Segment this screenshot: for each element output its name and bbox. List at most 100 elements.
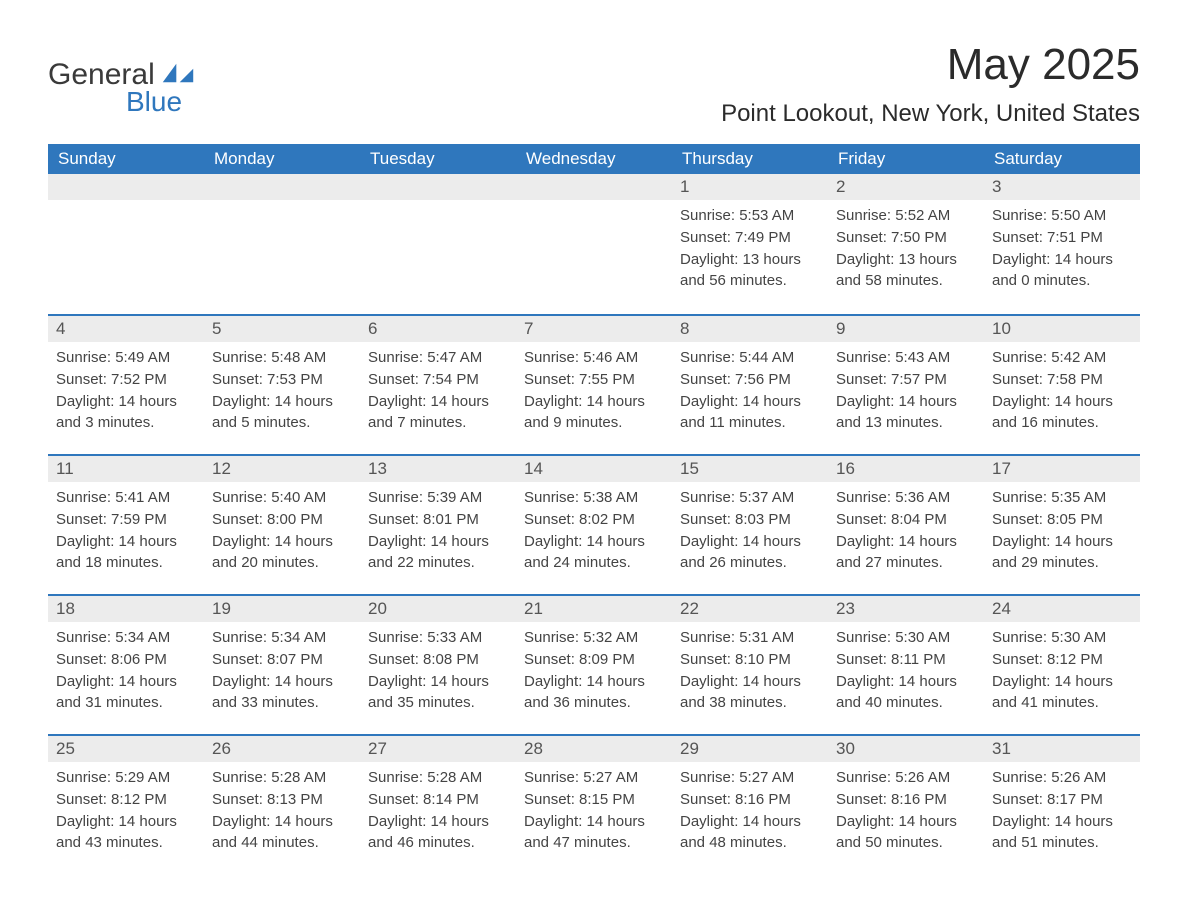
day-number: 28 [516,736,672,762]
calendar-day: 1Sunrise: 5:53 AMSunset: 7:49 PMDaylight… [672,174,828,314]
day-number [204,174,360,200]
sunrise-text: Sunrise: 5:28 AM [212,767,352,788]
sunset-text: Sunset: 8:04 PM [836,509,976,530]
weekday-header: Sunday [48,144,204,174]
week-row: 1Sunrise: 5:53 AMSunset: 7:49 PMDaylight… [48,174,1140,314]
day-number: 10 [984,316,1140,342]
sunset-text: Sunset: 7:53 PM [212,369,352,390]
day-number: 21 [516,596,672,622]
day-content: Sunrise: 5:27 AMSunset: 8:15 PMDaylight:… [516,762,672,864]
calendar-day: 14Sunrise: 5:38 AMSunset: 8:02 PMDayligh… [516,456,672,594]
sunrise-text: Sunrise: 5:34 AM [56,627,196,648]
daylight-text: Daylight: 14 hours and 33 minutes. [212,671,352,713]
calendar-day: 21 Sunrise: 5:32 AMSunset: 8:09 PMDayligh… [516,596,672,734]
calendar-day: 20Sunrise: 5:33 AMSunset: 8:08 PMDayligh… [360,596,516,734]
calendar-day [48,174,204,314]
sunset-text: Sunset: 8:16 PM [680,789,820,810]
sunset-text: Sunset: 8:01 PM [368,509,508,530]
calendar-day: 30Sunrise: 5:26 AMSunset: 8:16 PMDayligh… [828,736,984,874]
sunrise-text: Sunrise: 5:39 AM [368,487,508,508]
day-number: 6 [360,316,516,342]
sunrise-text: Sunrise: 5:31 AM [680,627,820,648]
sunrise-text: Sunrise: 5:40 AM [212,487,352,508]
daylight-text: Daylight: 14 hours and 24 minutes. [524,531,664,573]
sunrise-text: Sunrise: 5:34 AM [212,627,352,648]
day-number: 3 [984,174,1140,200]
sunset-text: Sunset: 8:11 PM [836,649,976,670]
sunset-text: Sunset: 7:50 PM [836,227,976,248]
day-content: Sunrise: 5:50 AMSunset: 7:51 PMDaylight:… [984,200,1140,302]
calendar-day: 26Sunrise: 5:28 AMSunset: 8:13 PMDayligh… [204,736,360,874]
day-number: 17 [984,456,1140,482]
daylight-text: Daylight: 14 hours and 50 minutes. [836,811,976,853]
sunset-text: Sunset: 8:17 PM [992,789,1132,810]
day-content: Sunrise: 5:35 AMSunset: 8:05 PMDaylight:… [984,482,1140,584]
day-content: Sunrise: 5:34 AMSunset: 8:07 PMDaylight:… [204,622,360,724]
daylight-text: Daylight: 14 hours and 13 minutes. [836,391,976,433]
calendar-day: 28Sunrise: 5:27 AMSunset: 8:15 PMDayligh… [516,736,672,874]
day-content: Sunrise: 5:37 AMSunset: 8:03 PMDaylight:… [672,482,828,584]
day-number: 24 [984,596,1140,622]
sunrise-text: Sunrise: 5:32 AM [524,627,664,648]
day-content: Sunrise: 5:52 AMSunset: 7:50 PMDaylight:… [828,200,984,302]
sunset-text: Sunset: 8:05 PM [992,509,1132,530]
day-number [48,174,204,200]
sunset-text: Sunset: 8:10 PM [680,649,820,670]
day-number: 19 [204,596,360,622]
daylight-text: Daylight: 14 hours and 27 minutes. [836,531,976,573]
calendar-day: 10Sunrise: 5:42 AMSunset: 7:58 PMDayligh… [984,316,1140,454]
location-subtitle: Point Lookout, New York, United States [721,100,1140,128]
sail-icon [161,62,195,84]
day-number: 7 [516,316,672,342]
day-number: 1 [672,174,828,200]
daylight-text: Daylight: 14 hours and 41 minutes. [992,671,1132,713]
sunset-text: Sunset: 8:09 PM [524,649,664,670]
day-number: 9 [828,316,984,342]
title-block: May 2025 Point Lookout, New York, United… [721,40,1140,138]
calendar-day: 25Sunrise: 5:29 AMSunset: 8:12 PMDayligh… [48,736,204,874]
header: General Blue May 2025 Point Lookout, New… [48,40,1140,138]
weekday-header: Saturday [984,144,1140,174]
sunset-text: Sunset: 7:51 PM [992,227,1132,248]
day-content: Sunrise: 5:28 AMSunset: 8:14 PMDaylight:… [360,762,516,864]
sunset-text: Sunset: 7:59 PM [56,509,196,530]
sunrise-text: Sunrise: 5:44 AM [680,347,820,368]
sunrise-text: Sunrise: 5:43 AM [836,347,976,368]
daylight-text: Daylight: 14 hours and 7 minutes. [368,391,508,433]
sunset-text: Sunset: 8:03 PM [680,509,820,530]
week-row: 11Sunrise: 5:41 AMSunset: 7:59 PMDayligh… [48,454,1140,594]
daylight-text: Daylight: 14 hours and 35 minutes. [368,671,508,713]
day-content: Sunrise: 5:30 AMSunset: 8:12 PMDaylight:… [984,622,1140,724]
sunset-text: Sunset: 8:16 PM [836,789,976,810]
day-number: 27 [360,736,516,762]
day-number: 23 [828,596,984,622]
daylight-text: Daylight: 14 hours and 36 minutes. [524,671,664,713]
daylight-text: Daylight: 14 hours and 18 minutes. [56,531,196,573]
sunset-text: Sunset: 8:13 PM [212,789,352,810]
day-number: 25 [48,736,204,762]
calendar-day: 24Sunrise: 5:30 AMSunset: 8:12 PMDayligh… [984,596,1140,734]
sunrise-text: Sunrise: 5:26 AM [992,767,1132,788]
sunrise-text: Sunrise: 5:38 AM [524,487,664,508]
sunrise-text: Sunrise: 5:36 AM [836,487,976,508]
sunrise-text: Sunrise: 5:52 AM [836,205,976,226]
day-number: 11 [48,456,204,482]
sunset-text: Sunset: 8:06 PM [56,649,196,670]
sunrise-text: Sunrise: 5:47 AM [368,347,508,368]
day-content: Sunrise: 5:26 AMSunset: 8:16 PMDaylight:… [828,762,984,864]
calendar-day: 22Sunrise: 5:31 AMSunset: 8:10 PMDayligh… [672,596,828,734]
day-number: 20 [360,596,516,622]
sunset-text: Sunset: 8:12 PM [992,649,1132,670]
calendar-day: 23Sunrise: 5:30 AMSunset: 8:11 PMDayligh… [828,596,984,734]
day-number: 29 [672,736,828,762]
calendar-day: 17Sunrise: 5:35 AMSunset: 8:05 PMDayligh… [984,456,1140,594]
day-content: Sunrise: 5:44 AMSunset: 7:56 PMDaylight:… [672,342,828,444]
sunrise-text: Sunrise: 5:30 AM [836,627,976,648]
daylight-text: Daylight: 14 hours and 26 minutes. [680,531,820,573]
day-content: Sunrise: 5:53 AMSunset: 7:49 PMDaylight:… [672,200,828,302]
day-number: 15 [672,456,828,482]
daylight-text: Daylight: 14 hours and 9 minutes. [524,391,664,433]
sunrise-text: Sunrise: 5:35 AM [992,487,1132,508]
weekday-header: Tuesday [360,144,516,174]
daylight-text: Daylight: 14 hours and 48 minutes. [680,811,820,853]
